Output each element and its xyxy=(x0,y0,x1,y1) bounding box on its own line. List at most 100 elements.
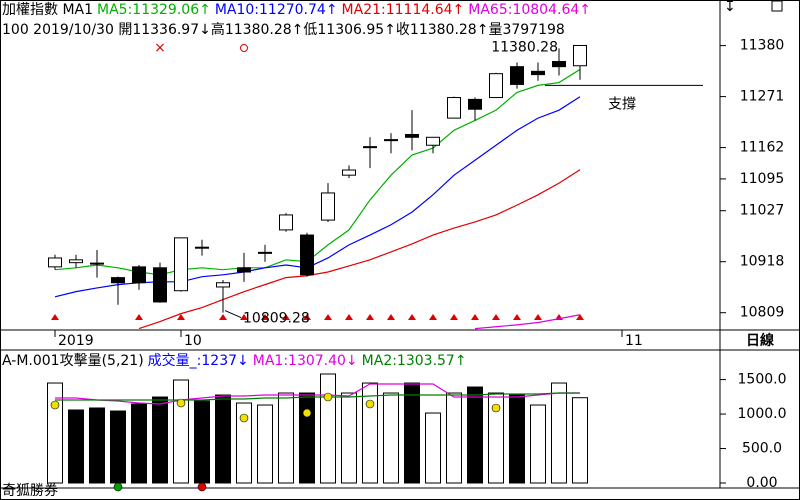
signal-marker xyxy=(240,44,248,52)
y-tick-label: 11380 xyxy=(740,38,785,54)
volume-bar xyxy=(341,392,357,484)
volume-bar xyxy=(299,392,315,484)
volume-bar xyxy=(572,397,588,484)
legend-text: MA5:11329.06↑ xyxy=(97,2,211,18)
signal-dot xyxy=(113,482,123,492)
candle-body xyxy=(489,73,503,99)
volume-bar xyxy=(425,412,441,484)
candle-body xyxy=(426,136,440,146)
y-tick-label: 1000.0 xyxy=(738,406,787,422)
candle-body xyxy=(90,262,104,265)
volume-bar xyxy=(110,410,126,484)
signal-dot xyxy=(302,408,312,418)
toolbar-icon[interactable]: ↧ xyxy=(724,0,736,15)
signal-triangle xyxy=(576,314,584,320)
candle-body xyxy=(510,66,524,85)
candle-body xyxy=(258,251,272,254)
candle-body xyxy=(384,139,398,142)
signal-triangle xyxy=(135,314,143,320)
period-label: 日線 xyxy=(746,332,774,349)
legend-text: MA65:10804.64↑ xyxy=(468,2,591,18)
legend-text: A-M.001攻擊量(5,21) xyxy=(2,352,144,369)
volume-bar xyxy=(320,373,336,484)
candle-body xyxy=(531,70,545,76)
signal-marker: × xyxy=(154,40,166,56)
y-tick-label: 11095 xyxy=(740,171,785,187)
signal-triangle xyxy=(450,314,458,320)
y-tick-label: 11027 xyxy=(740,203,785,219)
signal-triangle xyxy=(177,314,185,320)
volume-bar xyxy=(89,407,105,484)
volume-bar xyxy=(68,409,84,484)
signal-triangle xyxy=(219,314,227,320)
signal-triangle xyxy=(303,314,311,320)
y-tick-label: 11271 xyxy=(740,89,785,105)
candle-body xyxy=(69,259,83,264)
signal-dot xyxy=(239,413,249,423)
volume-bar xyxy=(446,392,462,484)
signal-triangle xyxy=(408,314,416,320)
volume-bar xyxy=(194,400,210,484)
volume-bar xyxy=(152,396,168,484)
legend-text: MA2:1303.57↑ xyxy=(362,353,467,369)
volume-bar xyxy=(173,379,189,484)
candle-body xyxy=(363,146,377,149)
signal-triangle xyxy=(261,314,269,320)
y-tick-label: 11162 xyxy=(740,140,785,156)
signal-dot xyxy=(365,399,375,409)
y-tick-label: 10918 xyxy=(740,254,785,270)
signal-triangle xyxy=(534,314,542,320)
volume-bar xyxy=(467,386,483,484)
signal-triangle xyxy=(51,314,59,320)
candle-body xyxy=(321,192,335,221)
volume-signals xyxy=(50,392,501,492)
candle-body xyxy=(237,267,251,273)
legend-text: MA21:11114.64↑ xyxy=(342,2,465,18)
volume-bar xyxy=(47,382,63,484)
volume-bar xyxy=(530,404,546,484)
signal-dot xyxy=(50,400,60,410)
volume-bar xyxy=(257,404,273,484)
candle-body xyxy=(174,237,188,292)
ma-line xyxy=(138,169,581,330)
volume-bar xyxy=(236,402,252,484)
legend-text: MA10:11270.74↑ xyxy=(215,2,338,18)
y-tick-label: 0.00 xyxy=(746,475,777,491)
candle-body xyxy=(552,61,566,68)
candle-body xyxy=(300,234,314,276)
y-tick-label: 10809 xyxy=(740,305,785,321)
volume-bar xyxy=(362,382,378,484)
signal-triangle xyxy=(324,314,332,320)
signal-triangle xyxy=(492,314,500,320)
toolbar-icon[interactable] xyxy=(771,0,783,12)
signal-triangle xyxy=(387,314,395,320)
signal-triangle xyxy=(429,314,437,320)
volume-bar xyxy=(551,382,567,484)
candle-body xyxy=(405,133,419,138)
brand: 奇狐勝券 xyxy=(2,482,58,499)
volume-bar xyxy=(383,392,399,484)
ma-line xyxy=(55,383,581,405)
candle-body xyxy=(468,98,482,110)
subtitle: 100 2019/10/30 開11336.97↓高11380.28↑低1130… xyxy=(2,21,565,38)
candle-body xyxy=(216,282,230,288)
volume-bar xyxy=(509,394,525,484)
signal-triangle xyxy=(513,314,521,320)
ma-line xyxy=(474,314,581,330)
y-tick-label: 500.0 xyxy=(742,441,782,457)
candle-body xyxy=(132,266,146,284)
signal-triangle xyxy=(345,314,353,320)
signal-dot xyxy=(176,398,186,408)
x-tick-label: 10 xyxy=(184,333,202,349)
volume-bar xyxy=(215,394,231,484)
candle-body xyxy=(342,169,356,176)
signal-triangle xyxy=(366,314,374,320)
x-tick-label: 2019 xyxy=(58,333,94,349)
signal-triangle xyxy=(240,314,248,320)
volume-bar xyxy=(404,382,420,484)
volume-bar xyxy=(488,392,504,484)
legend-text: 成交量_:1237↓ xyxy=(148,352,249,369)
candle-body xyxy=(48,257,62,268)
high-annotation: 11380.28 xyxy=(491,39,558,55)
